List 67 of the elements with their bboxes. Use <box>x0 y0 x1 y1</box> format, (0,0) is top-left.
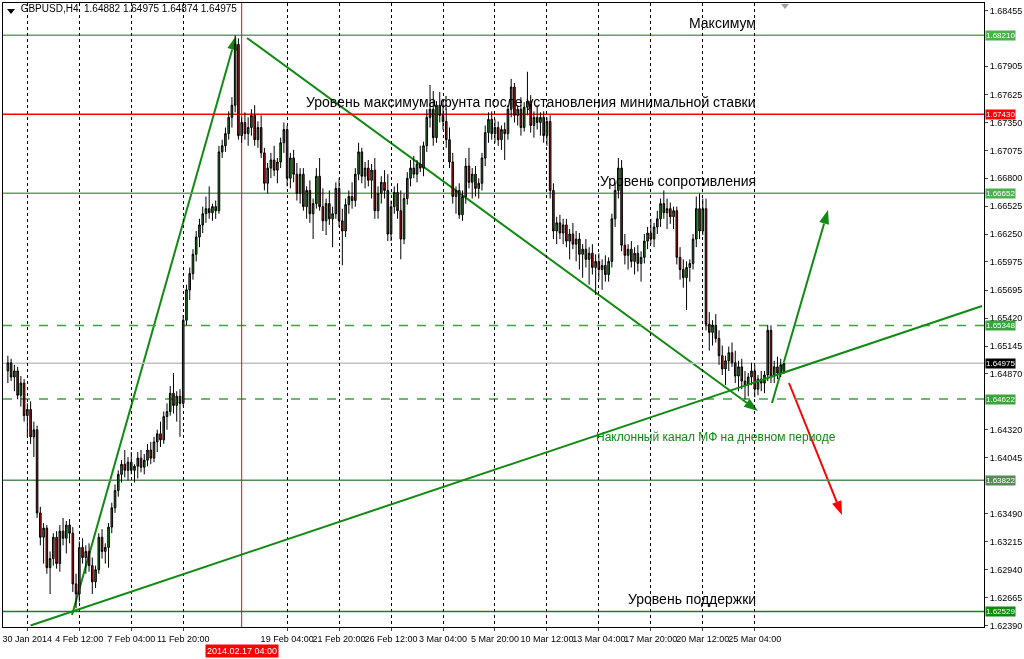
x-tick-label: 3 Mar 04:00 <box>418 633 468 644</box>
ref-line-label: 1.62529 <box>986 607 1016 616</box>
candlestick <box>149 441 153 465</box>
x-tick-label: 7 Feb 04:00 <box>107 633 156 644</box>
x-tick-label: 25 Mar 04:00 <box>728 633 782 644</box>
x-tick-label: 5 Mar 20:00 <box>470 633 519 644</box>
y-tick-label: 1.67350 <box>989 117 1023 128</box>
y-tick-label: 1.64045 <box>989 452 1023 463</box>
x-tick-label: 2014.02.17 04:00 <box>207 646 278 656</box>
candlestick <box>136 451 140 479</box>
y-tick-label: 1.65145 <box>989 341 1023 352</box>
annotation: Максимум <box>689 15 756 31</box>
candlestick <box>561 218 565 245</box>
x-tick-label: 30 Jan 2014 <box>2 633 53 644</box>
candlestick <box>558 214 562 240</box>
x-tick-label: 4 Feb 12:00 <box>55 633 104 644</box>
ref-line-label: 1.67430 <box>986 110 1016 119</box>
y-tick-label: 1.62940 <box>989 564 1023 575</box>
candlestick <box>123 449 127 478</box>
y-tick-label: 1.67625 <box>989 89 1023 100</box>
y-tick-label: 1.62390 <box>989 620 1023 631</box>
y-tick-label: 1.67075 <box>989 145 1023 156</box>
candlestick <box>457 182 461 220</box>
x-tick-label: 20 Mar 12:00 <box>676 633 730 644</box>
candlestick <box>6 355 10 384</box>
candlestick <box>360 147 364 184</box>
y-tick-label: 1.66525 <box>989 201 1023 212</box>
ref-line-label: 1.64622 <box>986 395 1016 404</box>
ref-line-label: 1.65348 <box>986 321 1016 330</box>
annotation: Уровень поддержки <box>628 591 757 607</box>
x-tick-label: 26 Feb 12:00 <box>364 633 418 644</box>
y-tick-label: 1.65695 <box>989 285 1023 296</box>
y-tick-label: 1.63490 <box>989 509 1023 520</box>
candlestick <box>253 104 256 147</box>
candlestick <box>207 185 211 220</box>
x-tick-label: 17 Mar 20:00 <box>624 633 678 644</box>
ref-line-label: 1.64975 <box>986 359 1016 368</box>
candlestick <box>65 520 68 554</box>
y-tick-label: 1.65975 <box>989 257 1023 268</box>
y-tick-label: 1.66250 <box>989 229 1023 240</box>
candlestick <box>496 120 500 147</box>
chart-title: GBPUSD,H4 1.64882 1.64975 1.64874 1.64975 <box>20 2 238 14</box>
y-tick-label: 1.67905 <box>989 61 1023 72</box>
x-tick-label: 21 Feb 20:00 <box>312 633 366 644</box>
y-tick-label: 1.64320 <box>989 424 1023 435</box>
x-tick-label: 11 Feb 20:00 <box>157 633 210 644</box>
ref-line-label: 1.66652 <box>986 189 1016 198</box>
candlestick <box>776 356 779 380</box>
candlestick <box>490 110 494 141</box>
candlestick <box>542 110 545 144</box>
y-tick-label: 1.66800 <box>989 173 1023 184</box>
candlestick <box>685 260 688 311</box>
y-tick-label: 1.68455 <box>989 5 1023 16</box>
x-tick-label: 13 Mar 04:00 <box>572 633 626 644</box>
candlestick <box>237 37 240 141</box>
candlestick <box>779 358 783 378</box>
x-tick-label: 19 Feb 04:00 <box>260 633 314 644</box>
ref-line-label: 1.68210 <box>986 31 1016 40</box>
ref-line-label: 1.63822 <box>986 476 1016 485</box>
candlestick <box>474 165 477 197</box>
candlestick <box>373 157 377 220</box>
y-tick-label: 1.64870 <box>989 369 1023 380</box>
y-tick-label: 1.65420 <box>989 313 1023 324</box>
y-tick-label: 1.62665 <box>989 592 1023 603</box>
x-tick-label: 10 Mar 12:00 <box>520 633 574 644</box>
y-tick-label: 1.63215 <box>989 536 1023 547</box>
candlestick <box>669 202 672 225</box>
